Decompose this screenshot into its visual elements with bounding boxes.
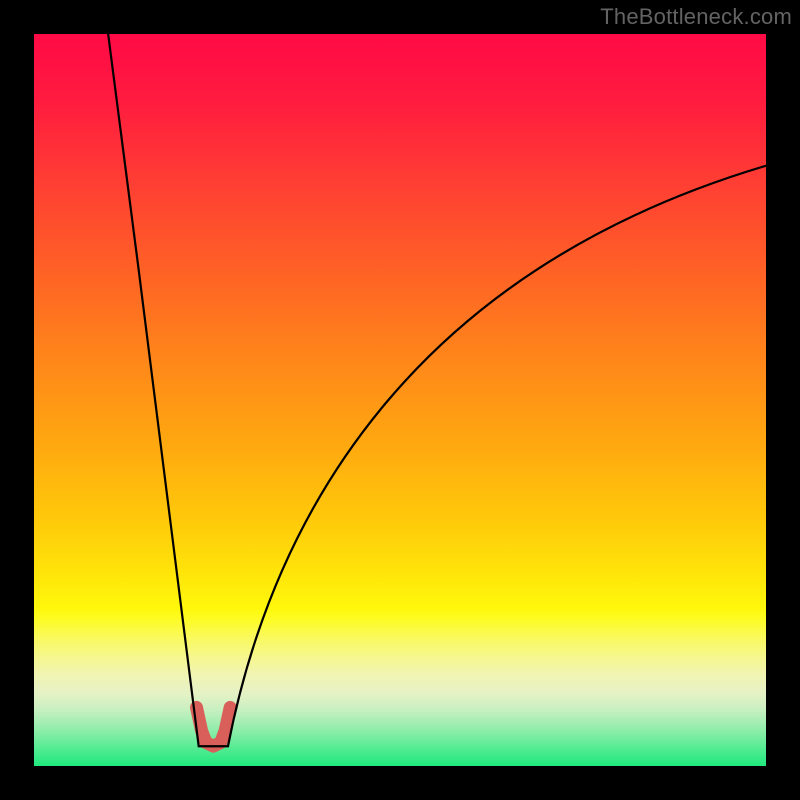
- chart-stage: TheBottleneck.com: [0, 0, 800, 800]
- plot-svg: [0, 0, 800, 800]
- plot-background: [34, 34, 766, 766]
